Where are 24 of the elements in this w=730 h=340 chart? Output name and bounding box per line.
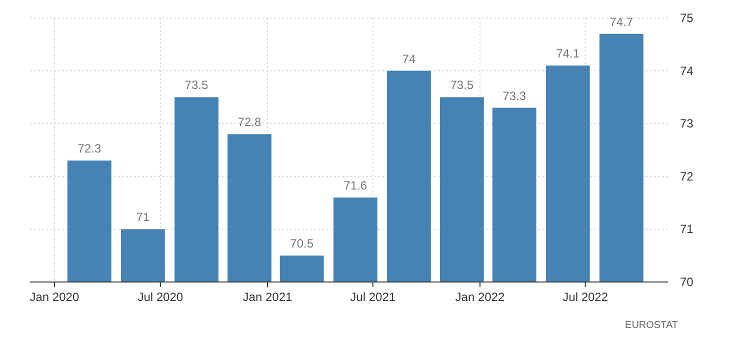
x-tick-label: Jul 2021 — [350, 290, 396, 304]
y-tick-label: 75 — [680, 11, 694, 25]
y-tick-label: 74 — [680, 64, 694, 78]
data-label: 71 — [136, 210, 150, 224]
data-label: 74.7 — [610, 14, 634, 29]
data-label: 72.3 — [78, 142, 102, 156]
y-tick-label: 70 — [680, 275, 694, 289]
y-tick-label: 72 — [680, 169, 694, 184]
x-tick-label: Jan 2020 — [30, 290, 80, 304]
data-label: 73.3 — [502, 88, 526, 103]
data-label: 72.8 — [238, 115, 262, 130]
x-tick-label: Jan 2021 — [242, 290, 293, 304]
x-tick-label: Jul 2022 — [562, 290, 608, 304]
x-tick-label: Jul 2020 — [138, 290, 184, 304]
data-label: 74.1 — [556, 46, 580, 61]
text: EUROSTAT — [625, 320, 678, 331]
data-label: 73.5 — [184, 78, 208, 92]
data-label: 70.5 — [290, 236, 314, 251]
x-tick-label: Jan 2022 — [455, 290, 505, 304]
data-label: 74 — [402, 52, 416, 66]
data-label: 73.5 — [450, 78, 474, 92]
y-tick-label: 71 — [680, 222, 694, 236]
y-tick-label: 73 — [680, 116, 694, 131]
data-label: 71.6 — [344, 178, 368, 193]
